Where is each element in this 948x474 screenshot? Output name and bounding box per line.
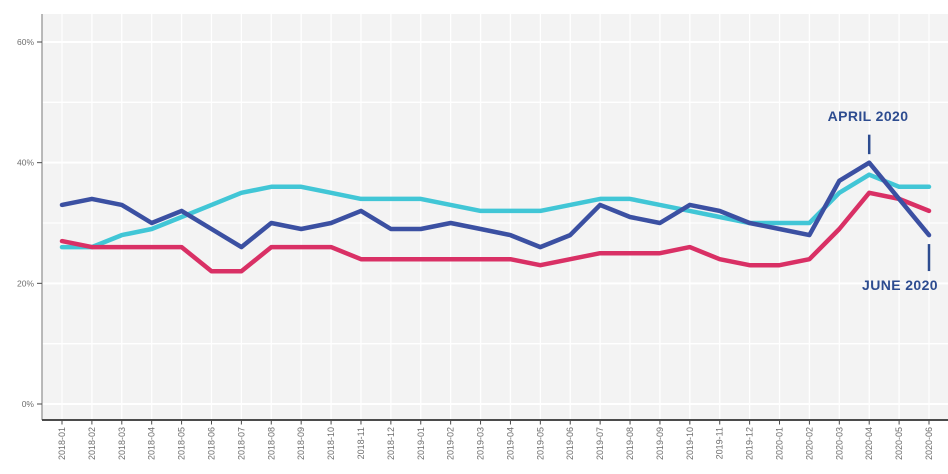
- y-tick-label: 40%: [17, 158, 34, 168]
- x-tick-label: 2020-02: [804, 427, 814, 460]
- x-tick-label: 2018-12: [386, 427, 396, 460]
- x-tick-label: 2020-01: [775, 427, 785, 460]
- x-tick-label: 2018-07: [236, 427, 246, 460]
- x-tick-label: 2019-07: [595, 427, 605, 460]
- y-tick-label: 20%: [17, 278, 34, 288]
- x-tick-label: 2019-09: [655, 427, 665, 460]
- x-tick-label: 2020-04: [864, 427, 874, 460]
- x-tick-label: 2019-12: [745, 427, 755, 460]
- x-tick-label: 2018-04: [147, 427, 157, 460]
- y-tick-label: 60%: [17, 37, 34, 47]
- gridlines: [42, 14, 948, 420]
- x-tick-label: 2020-03: [834, 427, 844, 460]
- x-tick-label: 2020-05: [894, 427, 904, 460]
- x-tick-label: 2018-10: [326, 427, 336, 460]
- x-tick-label: 2019-10: [685, 427, 695, 460]
- x-tick-label: 2019-05: [535, 427, 545, 460]
- annotation-april-2020-label: APRIL 2020: [827, 108, 909, 124]
- x-tick-label: 2018-08: [266, 427, 276, 460]
- y-tick-label: 0%: [22, 399, 35, 409]
- x-tick-label: 2019-08: [625, 427, 635, 460]
- x-tick-label: 2018-05: [177, 427, 187, 460]
- x-tick-label: 2018-06: [207, 427, 217, 460]
- series-dark-blue-line: [59, 160, 932, 250]
- annotation-june-2020-label: JUNE 2020: [862, 277, 938, 293]
- x-tick-label: 2018-02: [87, 427, 97, 460]
- series-cyan-line: [59, 172, 932, 250]
- x-tick-label: 2019-01: [416, 427, 426, 460]
- x-tick-label: 2018-11: [356, 427, 366, 459]
- x-tick-label: 2020-06: [924, 427, 934, 460]
- x-tick-label: 2019-06: [565, 427, 575, 460]
- x-tick-label: 2019-11: [715, 427, 725, 459]
- x-tick-label: 2019-02: [446, 427, 456, 460]
- x-tick-label: 2018-01: [57, 427, 67, 460]
- x-tick-label: 2019-04: [505, 427, 515, 460]
- x-tick-label: 2018-09: [296, 427, 306, 460]
- series-pink-line: [59, 190, 932, 274]
- x-tick-label: 2019-03: [476, 427, 486, 460]
- x-tick-label: 2018-03: [117, 427, 127, 460]
